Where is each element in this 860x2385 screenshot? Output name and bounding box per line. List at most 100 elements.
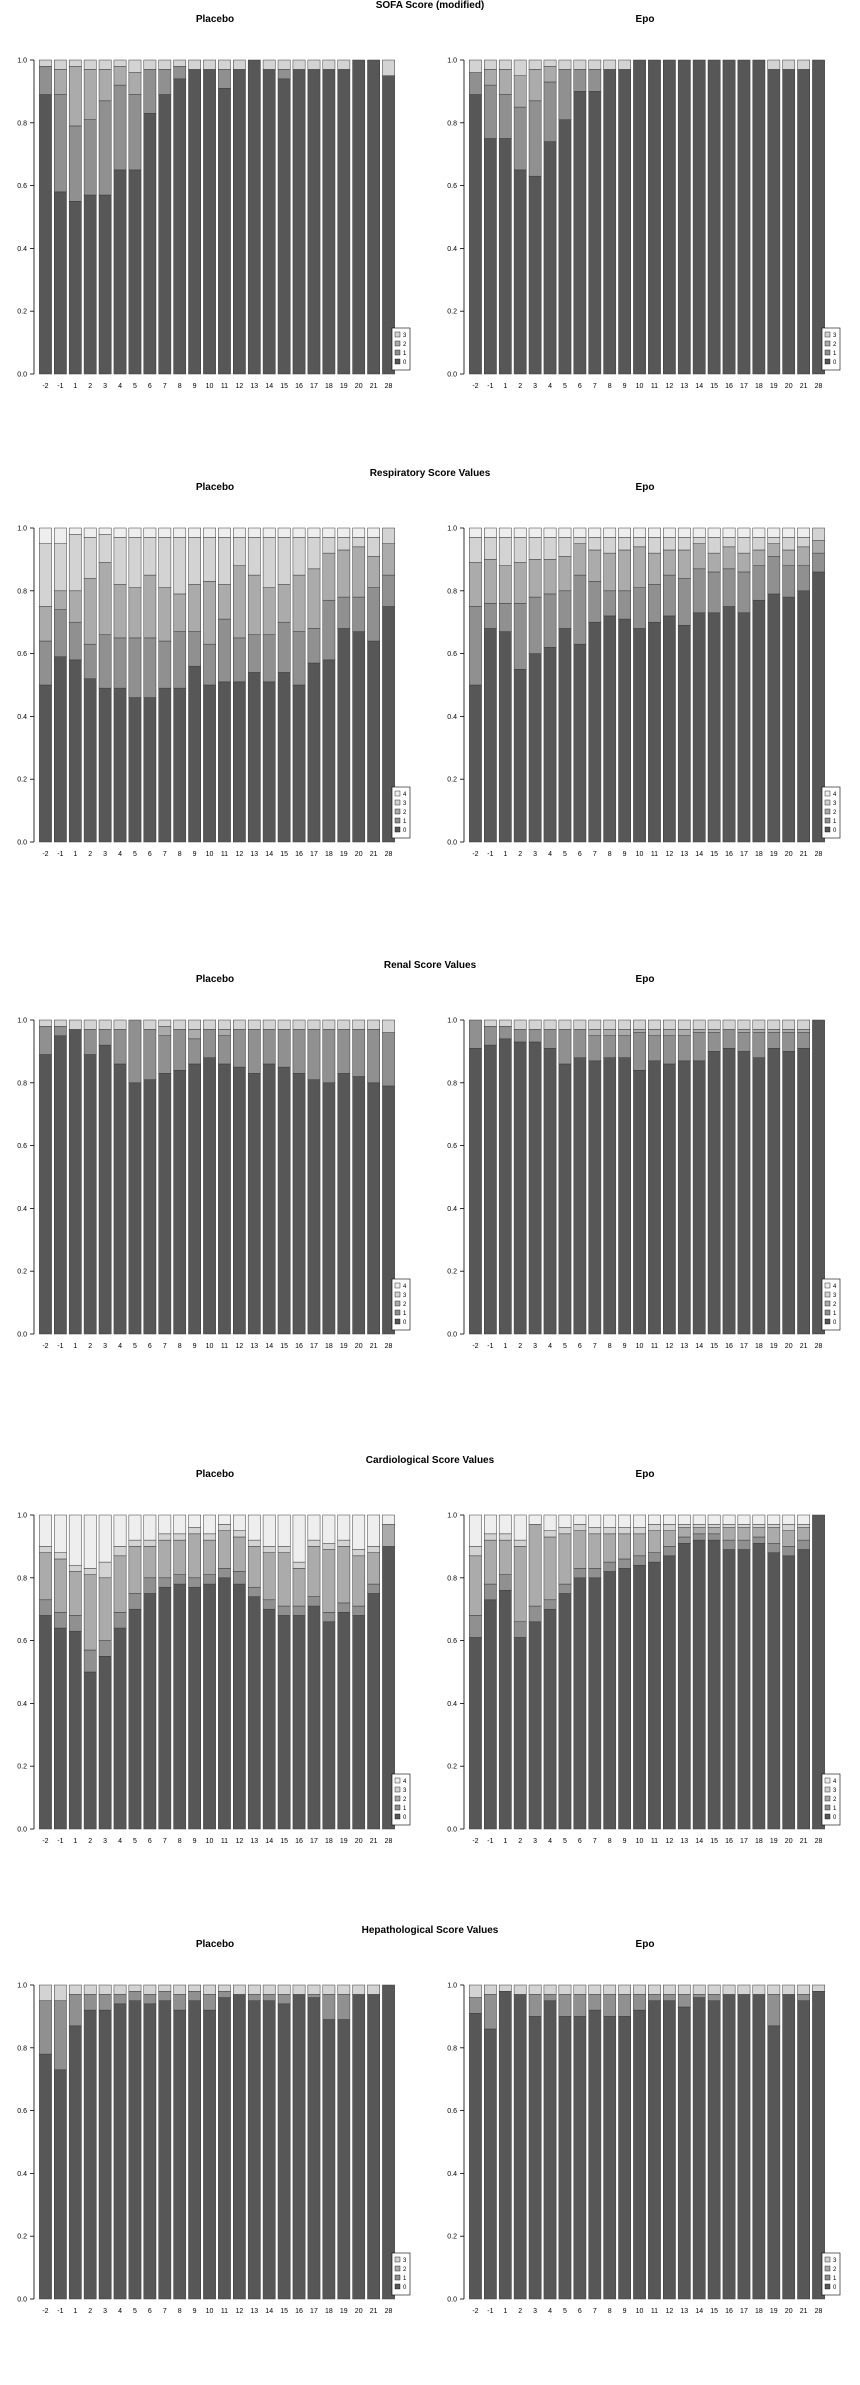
bar-segment-score-0 <box>83 1054 97 1335</box>
bar-segment-score-1 <box>173 631 187 689</box>
bar-15 <box>277 1019 291 1335</box>
bar-segment-score-4 <box>307 1514 321 1541</box>
bar-segment-score-0 <box>543 647 557 843</box>
bar-segment-score-2 <box>218 1530 231 1569</box>
bar-12 <box>663 1019 676 1335</box>
bar-segment-score-4 <box>158 1514 172 1535</box>
bar-28 <box>382 1019 395 1335</box>
x-tick-label: 15 <box>280 1343 288 1350</box>
chart-section-3: Renal Score Values Placebo 0.0 0.2 0.4 0.6 0.8… <box>0 960 860 1420</box>
stacked-bar-plot: 0.00.20.40.60.81.0-2 -1 1 2 3 4 5 6 7 8 9 10 11 12 13 1… <box>447 58 841 390</box>
bar-segment-score-0 <box>513 669 527 843</box>
bar-4 <box>543 1514 557 1830</box>
bar-segment-score-2 <box>633 1029 646 1033</box>
legend-box <box>391 2252 411 2296</box>
section-title: Respiratory Score Values <box>369 468 491 479</box>
bar-segment-score-1 <box>558 69 572 120</box>
chart-panel-epo: Epo 0.0 0.2 0.4 0.6 0.8 1.0 -2 -1 1 2 3 4 5 6 7 8 9 10 11 12… <box>430 1469 860 1909</box>
bar-segment-score-3 <box>307 1984 321 1995</box>
bar-segment-score-3 <box>633 537 646 548</box>
bar-segment-score-3 <box>498 59 512 70</box>
bar-segment-score-4 <box>752 527 766 538</box>
bar-segment-score-0 <box>188 665 201 843</box>
bar-segment-score-0 <box>203 1583 216 1830</box>
bar-segment-score-2 <box>39 606 52 642</box>
bar-segment-score-4 <box>68 1514 82 1566</box>
bar-segment-score-3 <box>558 1984 572 1995</box>
bar-18 <box>752 59 766 375</box>
stacked-bar-plot: 0.00.20.40.60.81.0-2 -1 1 2 3 4 5 6 7 8 9 10 11 12 13 1… <box>447 526 841 858</box>
bar-segment-score-4 <box>292 527 306 538</box>
y-tick-label: 0.6 <box>447 2108 457 2115</box>
x-tick-label: 8 <box>608 1343 612 1350</box>
bar-10 <box>633 1984 646 2300</box>
legend-swatch-1 <box>824 2274 831 2281</box>
legend-label: 3 <box>833 1293 837 1299</box>
legend-swatch-2 <box>394 1300 401 1307</box>
bar-20 <box>782 59 796 375</box>
bar-4 <box>113 527 127 843</box>
bar-segment-score-3 <box>83 537 97 579</box>
bar-segment-score-2 <box>797 1029 810 1033</box>
x-tick-label: 5 <box>563 851 567 858</box>
y-tick-label: 1.0 <box>17 1983 27 1990</box>
bar-segment-score-2 <box>677 549 691 579</box>
x-tick-label: 2 <box>518 851 522 858</box>
bar-segment-score-0 <box>233 1994 246 2300</box>
bar-segment-score-4 <box>752 1514 766 1525</box>
bar-20 <box>352 1019 366 1335</box>
legend-label: 3 <box>403 1293 407 1299</box>
legend-label: 3 <box>403 333 407 339</box>
bar-segment-score-1 <box>692 1533 706 1541</box>
x-tick-label: 3 <box>103 1838 107 1845</box>
x-tick-label: 19 <box>770 1838 778 1845</box>
bar-10 <box>203 1019 216 1335</box>
x-tick-label: 14 <box>265 851 273 858</box>
bar-8 <box>173 1514 187 1830</box>
bar-segment-score-3 <box>173 537 187 595</box>
y-tick-label: 0.4 <box>447 714 457 721</box>
bar-9 <box>618 1514 631 1830</box>
bar-segment-score-3 <box>677 537 691 551</box>
bar-segment-score-2 <box>677 1527 691 1538</box>
legend-swatch-3 <box>394 799 401 806</box>
bar-segment-score-0 <box>767 593 781 843</box>
x-tick-label: 18 <box>755 851 763 858</box>
bar-segment-score-0 <box>558 1063 572 1335</box>
bar-segment-score-3 <box>113 1019 127 1030</box>
legend-box <box>821 1278 841 1331</box>
bar-segment-score-1 <box>782 1032 796 1052</box>
bar-11 <box>218 1514 231 1830</box>
bar-segment-score-3 <box>513 1984 527 1995</box>
x-tick-label: 8 <box>608 1838 612 1845</box>
bar-segment-score-0 <box>528 2016 542 2300</box>
bar-segment-score-2 <box>367 1552 380 1585</box>
bar-segment-score-1 <box>203 1994 216 2011</box>
bar-segment-score-0 <box>247 59 261 375</box>
legend-label: 0 <box>403 1815 407 1821</box>
bar--2 <box>469 1984 482 2300</box>
bar-10 <box>633 59 646 375</box>
bar-9 <box>188 59 201 375</box>
bar-segment-score-3 <box>797 59 810 70</box>
bar-segment-score-3 <box>233 1019 246 1030</box>
chart-panel-placebo: Placebo 0.0 0.2 0.4 0.6 0.8 1.0 -2 -1 1 2 3 4 5 6 7 8 9 10… <box>0 974 430 1414</box>
bar-segment-score-2 <box>663 1530 676 1547</box>
bar-segment-score-4 <box>543 527 557 538</box>
y-tick-label: 0.6 <box>447 651 457 658</box>
stacked-bar-plot: 0.00.20.40.60.81.0-2 -1 1 2 3 4 5 6 7 8 9 10 11 12 13 1… <box>447 1513 841 1845</box>
bar-segment-score-1 <box>633 1555 646 1566</box>
bar-segment-score-3 <box>54 1019 67 1027</box>
x-tick-label: 21 <box>800 1838 808 1845</box>
x-tick-label: 8 <box>178 2308 182 2315</box>
bar-segment-score-1 <box>158 1035 172 1074</box>
bar-segment-score-3 <box>247 1984 261 1995</box>
y-tick-label: 0.6 <box>447 1143 457 1150</box>
bar-segment-score-3 <box>469 537 482 563</box>
bar-segment-score-4 <box>782 1514 796 1525</box>
bar-segment-score-0 <box>203 1057 216 1335</box>
bar-segment-score-1 <box>143 637 157 698</box>
x-tick-label: 16 <box>725 851 733 858</box>
bar-segment-score-0 <box>618 1568 631 1830</box>
